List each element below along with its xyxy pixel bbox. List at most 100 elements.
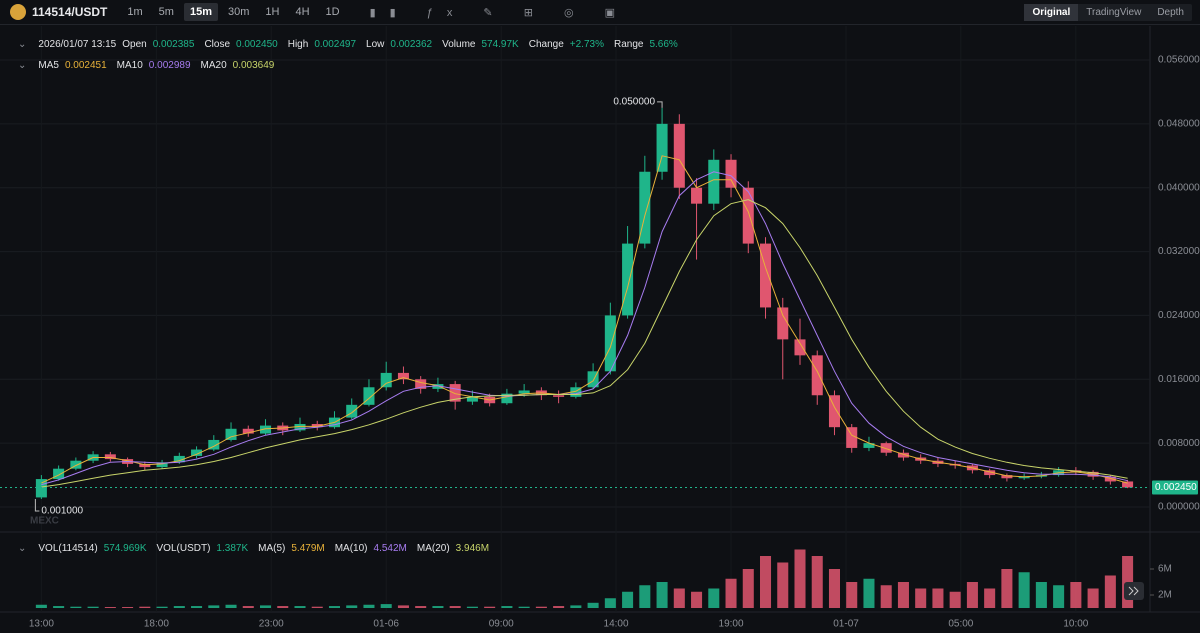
volume-bar: [1087, 588, 1099, 608]
candle-body: [501, 393, 513, 404]
scroll-button[interactable]: [1124, 582, 1144, 600]
volume-bar: [1001, 569, 1013, 608]
x-tick-label: 01-06: [373, 619, 399, 630]
candle-body: [311, 423, 323, 428]
interval-button[interactable]: 1H: [265, 6, 280, 18]
volume-bar: [604, 598, 616, 608]
candle-body: [70, 460, 82, 469]
field-label: Change: [528, 39, 564, 50]
field-label: High: [287, 39, 309, 50]
y-tick-label: 0.008000: [1158, 438, 1200, 449]
candle-body: [691, 187, 703, 204]
field-label: Low: [366, 39, 385, 50]
interval-button[interactable]: 5m: [158, 6, 174, 18]
candle-body: [828, 395, 840, 428]
volume-bar: [156, 606, 168, 608]
candle-body: [1001, 475, 1013, 479]
field-label: Range: [613, 39, 644, 50]
volume-legend-name: VOL(114514): [38, 543, 98, 554]
candle-body: [811, 355, 823, 396]
interval-button[interactable]: 4H: [295, 6, 310, 18]
field-label: Close: [204, 39, 231, 50]
volume-bar: [415, 606, 427, 608]
candle-body: [604, 315, 616, 372]
collapse-icon[interactable]: ⌄: [18, 39, 27, 50]
pair-name[interactable]: 114514/USDT: [32, 5, 108, 19]
volume-bar: [811, 556, 823, 608]
volume-bar: [260, 605, 272, 608]
y-tick-label: 0.000000: [1158, 502, 1200, 513]
candle-body: [242, 428, 254, 434]
annotation-label: 0.050000: [613, 97, 655, 108]
annotation-label: 0.001000: [41, 506, 83, 517]
last-price-box: [1152, 480, 1198, 495]
volume-bar: [449, 606, 461, 608]
x-tick-label: 05:00: [948, 619, 973, 630]
ma-value: 0.002451: [64, 60, 107, 71]
interval-button[interactable]: 1m: [127, 6, 143, 18]
datetime: 2026/01/07 13:15: [38, 39, 117, 50]
annotation-pointer: [34, 499, 40, 512]
ma-line: [41, 171, 1128, 486]
interval-button[interactable]: 30m: [227, 6, 250, 18]
volume-bar: [622, 591, 634, 608]
interval-list: 1m 5m 15m 30m 1H 4H 1D: [121, 3, 349, 21]
y-tick-label: 0.032000: [1158, 246, 1200, 257]
volume-bar: [173, 606, 185, 608]
volume-bar: [35, 604, 47, 608]
volume-bar: [380, 604, 392, 608]
candle-body: [673, 123, 685, 188]
ma-name: MA20: [200, 60, 227, 71]
candle-body: [984, 470, 996, 476]
view-button[interactable]: Original: [1024, 4, 1079, 21]
volume-bar: [1104, 575, 1116, 608]
x-tick-label: 01-07: [833, 619, 859, 630]
candle-body: [208, 439, 220, 450]
candle-body: [863, 443, 875, 448]
ma-value: 0.002989: [148, 60, 191, 71]
tool-icons: ▮▮ ƒx ✎ ⊞ ◎ ▣: [369, 6, 630, 19]
x-tick-label: 13:00: [29, 619, 54, 630]
field-value: 0.002362: [390, 39, 433, 50]
candle-body: [346, 404, 358, 418]
volume-bar: [984, 588, 996, 608]
volume-bar: [104, 607, 116, 608]
x-tick-label: 23:00: [259, 619, 284, 630]
volume-bar: [277, 606, 289, 608]
volume-bar: [1035, 582, 1047, 608]
interval-button[interactable]: 1D: [325, 6, 340, 18]
volume-bar: [673, 588, 685, 608]
x-tick-label: 09:00: [489, 619, 514, 630]
volume-bar: [846, 582, 858, 608]
collapse-icon[interactable]: ⌄: [18, 543, 27, 554]
interval-button[interactable]: 15m: [183, 3, 218, 21]
field-label: Volume: [442, 39, 476, 50]
field-value: +2.73%: [569, 39, 604, 50]
field-value: 0.002497: [314, 39, 357, 50]
ma-name: MA10: [116, 60, 143, 71]
candle-body: [466, 396, 478, 402]
view-button[interactable]: Depth: [1157, 7, 1184, 18]
ma-legend: ⌄ MA5 0.002451 MA10 0.002989 MA20 0.003649: [18, 60, 278, 71]
volume-bar: [397, 605, 409, 608]
last-price-label: 0.002450: [1155, 482, 1197, 493]
volume-bar: [725, 578, 737, 608]
volume-bar: [53, 606, 65, 608]
collapse-icon[interactable]: ⌄: [18, 60, 27, 71]
candle-body: [553, 395, 565, 397]
volume-legend-value: 1.387K: [216, 543, 249, 554]
volume-bar: [587, 602, 599, 608]
x-tick-label: 10:00: [1063, 619, 1088, 630]
volume-bar: [1070, 582, 1082, 608]
candle-body: [432, 384, 444, 389]
view-button[interactable]: TradingView: [1086, 7, 1142, 18]
candle-body: [518, 390, 530, 394]
candle-body: [104, 454, 116, 460]
field-value: 0.002450: [236, 39, 278, 50]
candle-body: [760, 243, 772, 308]
volume-bar: [828, 569, 840, 608]
volume-bar: [897, 582, 909, 608]
candle-body: [570, 387, 582, 397]
